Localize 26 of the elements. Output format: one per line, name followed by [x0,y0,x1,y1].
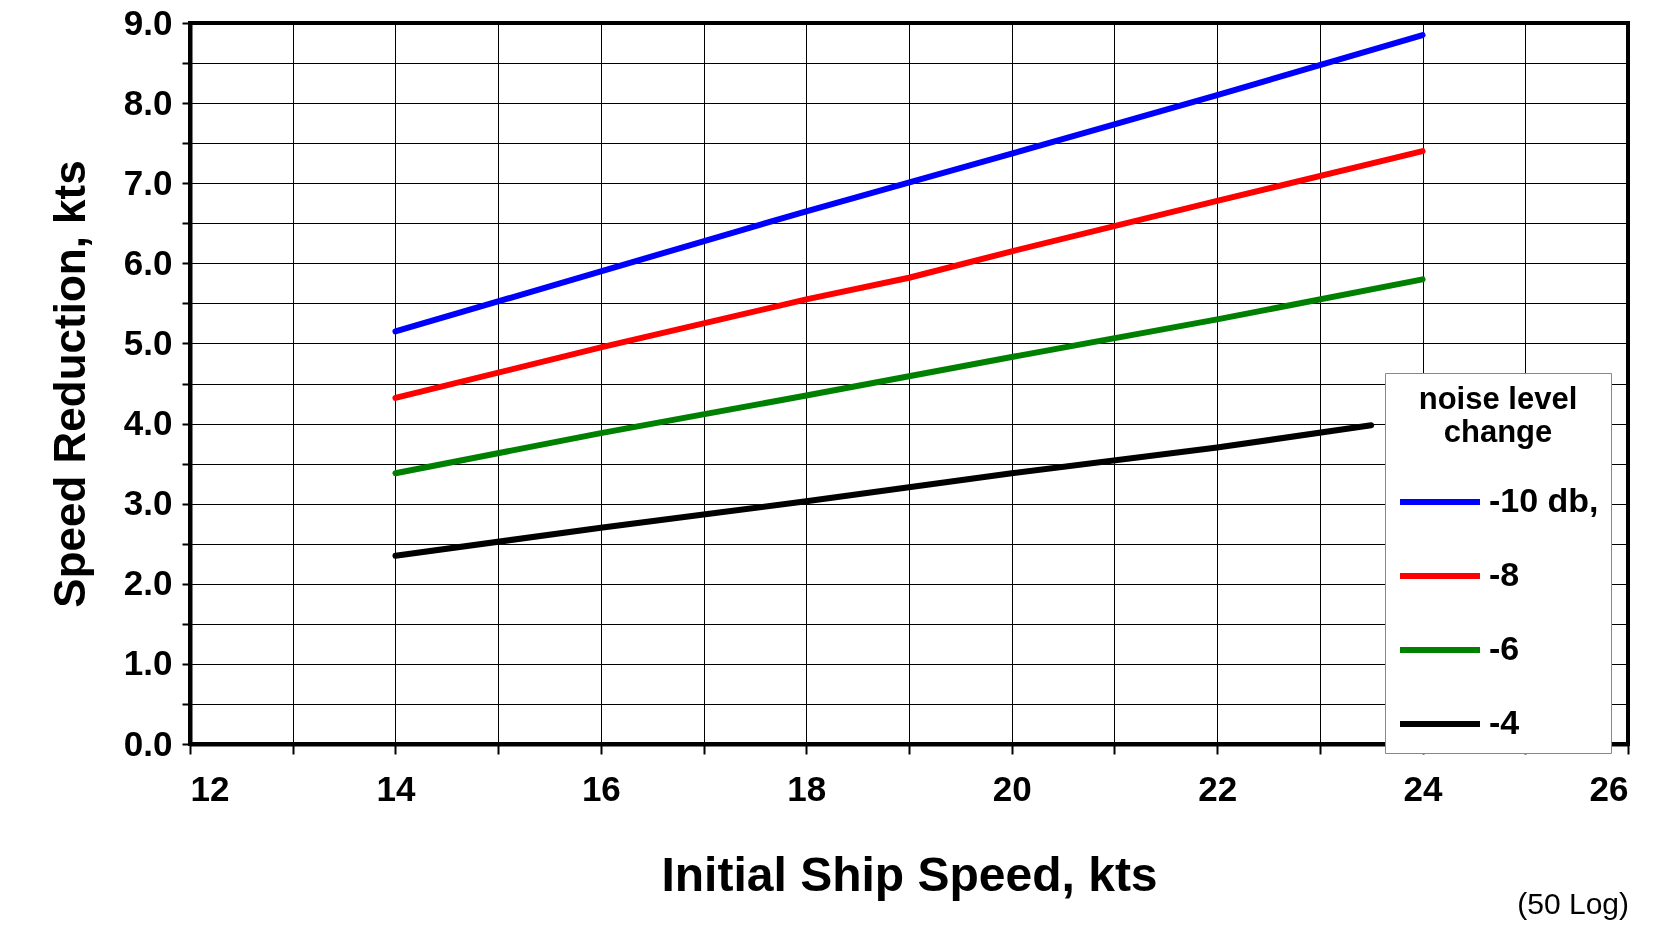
y-tick-label: 7.0 [123,162,173,202]
legend-label: -4 [1489,703,1520,741]
x-tick-label: 24 [1403,768,1444,808]
legend-title: noise level change [1418,381,1578,449]
y-tick-label: 0.0 [123,723,173,763]
y-tick-label: 9.0 [123,2,173,42]
x-axis-title: Initial Ship Speed, kts [661,847,1158,901]
x-tick-label: 22 [1198,768,1238,808]
x-tick-label: 14 [376,768,416,808]
x-tick-label: 26 [1589,768,1629,808]
x-tick-label: 16 [581,768,621,808]
legend-label: -6 [1489,629,1520,667]
text: (50 Log) [1517,887,1629,920]
y-tick-label: 5.0 [123,322,173,362]
x-tick-label: 20 [992,768,1032,808]
legend-label: -8 [1489,555,1520,593]
y-tick-label: 3.0 [123,483,173,523]
y-tick-label: 6.0 [123,242,173,282]
y-tick-label: 8.0 [123,82,173,122]
legend-label: -10 db, [1489,481,1599,519]
x-tick-label: 12 [190,768,230,808]
x-tick-label: 18 [787,768,827,808]
y-tick-label: 4.0 [123,403,173,443]
y-tick-label: 2.0 [123,563,173,603]
y-axis-title: Speed Reduction, kts [44,160,94,608]
y-tick-label: 1.0 [123,643,173,683]
